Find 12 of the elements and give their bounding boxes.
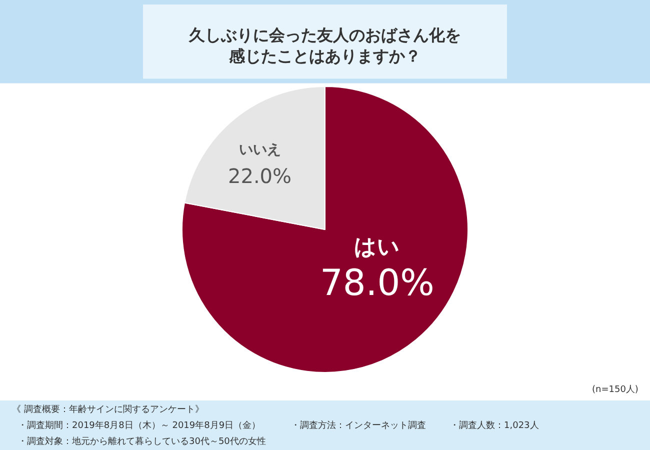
text: ・調査人数：1,023人 [450, 420, 539, 431]
chart-title: 久しぶりに会った友人のおばさん化を感じたことはありますか？ [188, 26, 461, 66]
slice-label: いいえ [239, 142, 281, 158]
pie-slice [182, 86, 468, 373]
data-label: 22.0% [228, 164, 292, 188]
text: ・調査期間：2019年8月8日（木）～ 2019年8月9日（金） [18, 420, 261, 431]
text: (n=150人) [592, 384, 638, 395]
text: 《 調査概要：年齢サインに関するアンケート》 [12, 404, 204, 415]
slice-label: はい [354, 235, 400, 260]
text: ・調査対象：地元から離れて暮らしている30代～50代の女性 [18, 436, 266, 447]
data-label: 78.0% [320, 263, 434, 304]
text: ・調査方法：インターネット調査 [291, 420, 426, 431]
